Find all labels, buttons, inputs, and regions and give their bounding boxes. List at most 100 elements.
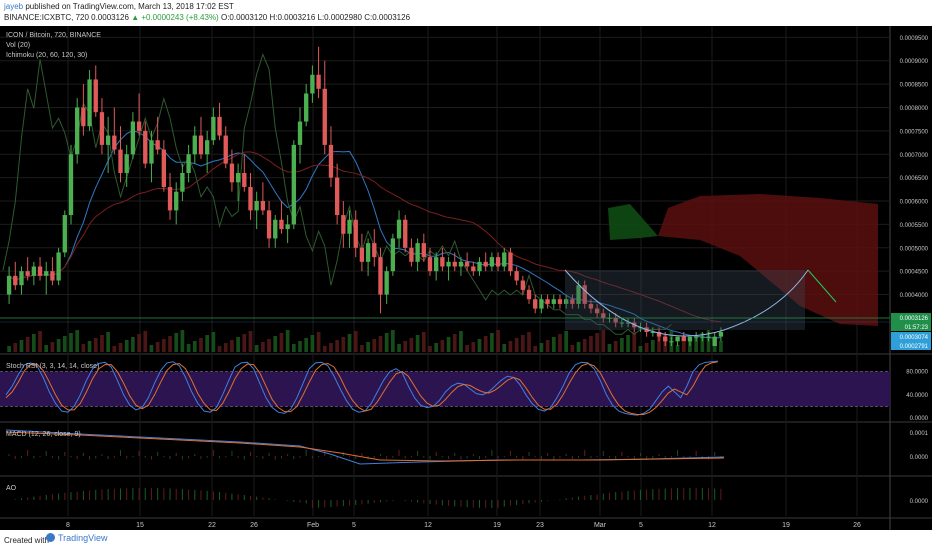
volume-bar xyxy=(137,334,141,352)
candle-body xyxy=(211,116,216,141)
candle-body xyxy=(50,271,55,281)
candle-body xyxy=(563,299,569,304)
volume-bar xyxy=(248,331,253,352)
ichimoku-cloud-bullish xyxy=(608,204,658,240)
candle-body xyxy=(62,215,67,253)
volume-bar xyxy=(25,337,30,352)
candle-body xyxy=(650,331,655,333)
price-badge xyxy=(891,341,931,350)
volume-bar xyxy=(675,345,680,352)
volume-bar xyxy=(644,343,649,352)
stoch-rsi-band xyxy=(0,371,890,407)
candle-body xyxy=(266,210,272,239)
volume-bar xyxy=(106,332,110,352)
candle-body xyxy=(291,144,296,225)
candle-body xyxy=(174,191,179,211)
tradingview-brand: TradingView xyxy=(58,533,108,543)
volume-bar xyxy=(118,343,123,352)
macd-y-label: 0.0000 xyxy=(910,455,929,461)
volume-bar xyxy=(236,337,240,352)
volume-bar xyxy=(595,333,599,352)
volume-bar xyxy=(87,341,92,352)
stoch-rsi-legend: Stoch RSI (3, 3, 14, 14, close) xyxy=(6,363,99,370)
author-link[interactable]: jayeb xyxy=(4,2,24,11)
candle-body xyxy=(68,154,74,216)
candle-body xyxy=(56,252,61,281)
volume-bar xyxy=(446,337,451,352)
price-badge xyxy=(891,332,931,341)
volume-bar xyxy=(93,338,98,352)
candle-body xyxy=(353,219,358,248)
candle-body xyxy=(124,154,129,173)
volume-bar xyxy=(322,346,327,352)
x-tick-label: 22 xyxy=(208,522,216,529)
candle-body xyxy=(6,275,12,295)
candle-body xyxy=(434,257,439,272)
candle-body xyxy=(341,215,346,234)
price-badge-label: 0.0003074 xyxy=(900,335,929,341)
volume-bar xyxy=(230,340,234,352)
candle-body xyxy=(712,336,717,346)
candle-body xyxy=(427,257,433,272)
tradingview-logo[interactable]: TradingView xyxy=(46,533,108,543)
candle-body xyxy=(87,79,92,127)
volume-bar xyxy=(50,342,55,352)
candle-body xyxy=(13,275,18,286)
candle-body xyxy=(458,261,464,267)
macd-y-label: 0.0001 xyxy=(910,431,929,437)
volume-bar xyxy=(681,342,686,352)
chart-footer: Created with TradingView xyxy=(0,530,932,550)
volume-bar xyxy=(205,335,210,352)
candle-body xyxy=(254,201,259,211)
volume-bar xyxy=(31,334,36,352)
x-tick-label: 26 xyxy=(853,522,861,529)
volume-bar xyxy=(273,336,278,352)
volume-bar xyxy=(719,341,723,352)
ichimoku-base-line xyxy=(8,151,721,323)
candle-body xyxy=(322,88,327,145)
projection-line xyxy=(807,269,837,303)
candle-body xyxy=(601,313,606,318)
volume-bar xyxy=(267,339,271,352)
chart-area[interactable]: 8 15 22 26 Feb 5 12 19 23 Mar 5 12 19 26 0.0009500 0.00… xyxy=(0,26,932,530)
volume-bar xyxy=(502,344,507,352)
candle-body xyxy=(328,144,334,178)
candle-body xyxy=(192,135,197,155)
y-tick-label: 0.0004000 xyxy=(900,293,929,299)
volume-bar xyxy=(440,340,445,352)
volume-bar xyxy=(551,337,556,352)
volume-bar xyxy=(508,341,513,352)
volume-bar xyxy=(465,345,469,352)
candle-body xyxy=(390,238,396,272)
tradingview-icon xyxy=(46,533,55,542)
candle-body xyxy=(136,121,142,131)
stoch-rsi-k-line xyxy=(5,360,718,416)
chart-svg[interactable]: 8 15 22 26 Feb 5 12 19 23 Mar 5 12 19 26 0.0009500 0.00… xyxy=(0,26,932,530)
candle-body xyxy=(229,163,235,183)
volume-bar xyxy=(378,336,383,352)
volume-bar xyxy=(69,333,73,352)
x-tick-label: 12 xyxy=(708,522,716,529)
volume-bar xyxy=(168,336,172,352)
volume-bar xyxy=(44,345,49,352)
volume-bar xyxy=(19,340,24,352)
candle-body xyxy=(415,243,420,262)
volume-bar xyxy=(589,336,593,352)
candle-body xyxy=(167,187,173,211)
volume-bar xyxy=(143,331,148,352)
y-tick-label: 0.0008500 xyxy=(900,83,929,89)
volume-bar xyxy=(657,337,661,352)
candle-body xyxy=(365,243,371,262)
candle-body xyxy=(409,247,414,262)
x-tick-label: 5 xyxy=(639,522,643,529)
y-tick-label: 0.0008000 xyxy=(900,106,929,112)
price-badge-label: 0.0002791 xyxy=(900,344,929,350)
price-badge xyxy=(891,322,931,331)
volume-bar xyxy=(366,342,370,352)
ichimoku-legend: Ichimoku (20, 60, 120, 30) xyxy=(6,52,87,59)
candle-body xyxy=(334,177,340,216)
volume-bar xyxy=(199,338,203,352)
volume-bar xyxy=(62,336,67,352)
chart-header: jayeb published on TradingView.com, Marc… xyxy=(0,0,932,26)
volume-bar xyxy=(428,346,432,352)
